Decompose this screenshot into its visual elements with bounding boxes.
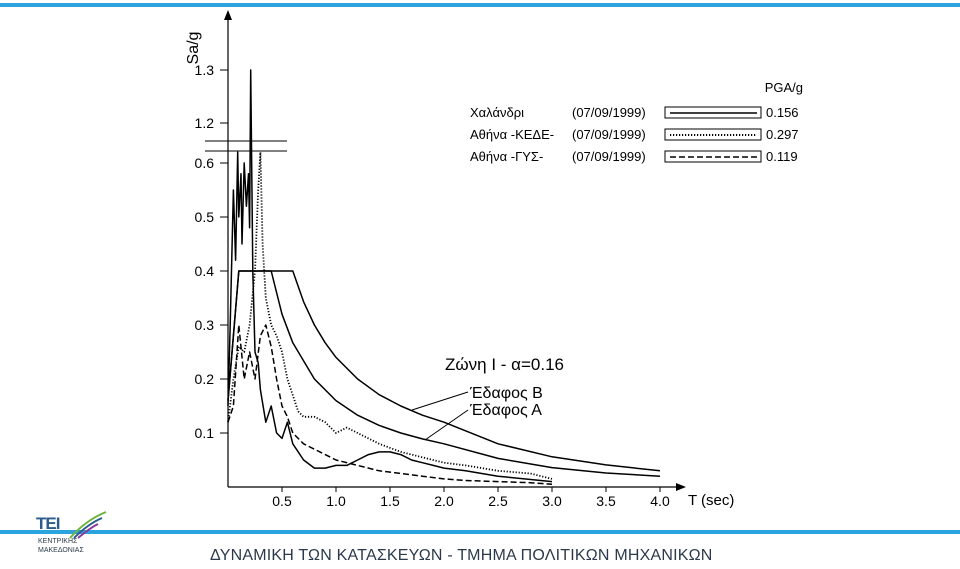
code-spectrum-line [227, 270, 661, 477]
logo-mark: ΤΕΙ [36, 514, 60, 533]
logo-line-2: ΜΑΚΕΔΟΝΙΑΣ [38, 547, 84, 554]
soil-b-annotation: Έδαφος Β [469, 385, 543, 402]
y-tick-label: 0.4 [195, 263, 215, 279]
record-spectrum-line-dashed [227, 324, 553, 486]
legend-swatch-box [664, 106, 762, 119]
y-axis-arrow [224, 10, 232, 20]
soil-b-pointer [411, 391, 469, 411]
logo-line-1: ΚΕΝΤΡΙΚΗΣ [38, 538, 78, 545]
x-axis-label: T (sec) [688, 492, 734, 509]
legend-station-name: Χαλάνδρι [470, 105, 524, 120]
soil-a-pointer [424, 409, 469, 441]
y-axis-label: Sa/g [185, 32, 202, 65]
x-tick-label: 3.5 [596, 493, 616, 509]
legend-pga-value: 0.119 [766, 149, 798, 164]
legend-swatch-box [664, 150, 762, 163]
footer-title: ΔΥΝΑΜΙΚΗ ΤΩΝ ΚΑΤΑΣΚΕΥΩΝ - ΤΜΗΜΑ ΠΟΛΙΤΙΚΩ… [210, 547, 713, 564]
ticks: 0.1 0.2 0.3 0.4 0.5 0.6 1.2 1.3 0.5 1.0 1.5 2.0 2.5 3… [195, 62, 670, 509]
record-spectrum-line-dotted [227, 151, 553, 480]
legend-swatch-box [664, 128, 762, 141]
zone-annotation: Ζώνη Ι - α=0.16 [445, 355, 564, 374]
code-spectrum-line [227, 270, 661, 472]
y-tick-label: 0.5 [195, 209, 215, 225]
x-tick-label: 2.5 [488, 493, 508, 509]
y-tick-label: 0.1 [195, 425, 215, 441]
legend-date: (07/09/1999) [572, 105, 646, 120]
x-tick-label: 1.0 [326, 493, 346, 509]
legend-date: (07/09/1999) [572, 127, 646, 142]
legend-station-name: Αθήνα -ΚΕΔΕ- [470, 127, 554, 142]
logo-swirl-icon [69, 511, 107, 539]
legend-pga-value: 0.297 [766, 127, 799, 142]
legend-pga-value: 0.156 [766, 105, 799, 120]
legend: PGA/g Χαλάνδρι (07/09/1999) 0.156 Αθήνα -ΚΕΔ… [470, 80, 803, 164]
record-spectrum-line-solid [227, 69, 553, 483]
top-accent-bar [0, 3, 960, 7]
x-tick-label: 4.0 [650, 493, 670, 509]
y-tick-label: 0.3 [195, 317, 215, 333]
x-tick-label: 1.5 [380, 493, 400, 509]
y-tick-label: 0.2 [195, 371, 215, 387]
x-tick-label: 2.0 [434, 493, 454, 509]
response-spectrum-chart: Sa/g T (sec) 0.1 0.2 0.3 0.4 0.5 0.6 1.2 1.3 0.5 1… [185, 10, 803, 509]
y-tick-label: 1.2 [195, 115, 215, 131]
y-tick-label: 0.6 [195, 155, 215, 171]
legend-date: (07/09/1999) [572, 149, 646, 164]
institution-logo: ΤΕΙ ΚΕΝΤΡΙΚΗΣ ΜΑΚΕΔΟΝΙΑΣ [28, 508, 122, 564]
legend-header: PGA/g [765, 80, 803, 95]
bottom-accent-bar [0, 530, 960, 534]
x-tick-label: 3.0 [542, 493, 562, 509]
legend-station-name: Αθήνα -ΓΥΣ- [470, 149, 543, 164]
x-axis-arrow [676, 483, 686, 491]
axes: Sa/g T (sec) [185, 10, 734, 509]
y-tick-label: 1.3 [195, 62, 215, 78]
x-tick-label: 0.5 [272, 493, 292, 509]
plot-area [227, 69, 661, 486]
soil-a-annotation: Έδαφος Α [469, 402, 542, 419]
